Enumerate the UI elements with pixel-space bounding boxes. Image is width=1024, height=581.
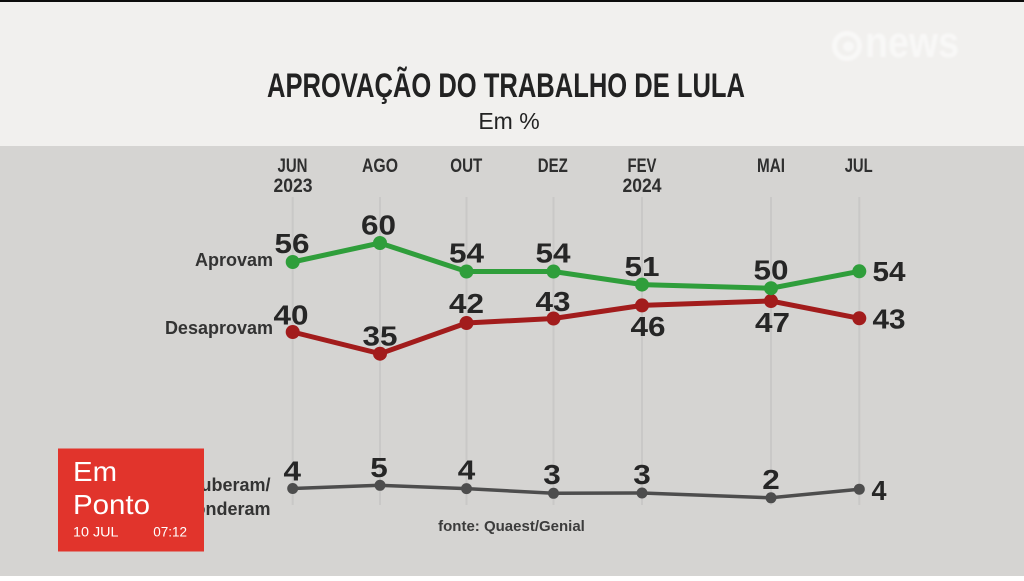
svg-text:2: 2 [762, 464, 780, 495]
svg-text:50: 50 [754, 255, 789, 286]
svg-text:Ponto: Ponto [73, 489, 150, 520]
svg-text:4: 4 [284, 455, 302, 486]
svg-text:JUL: JUL [845, 156, 873, 177]
svg-text:4: 4 [458, 455, 476, 486]
svg-text:Em: Em [73, 456, 117, 487]
svg-text:Em %: Em % [478, 108, 539, 134]
svg-text:FEV: FEV [628, 156, 657, 177]
svg-text:Desaprovam: Desaprovam [165, 318, 273, 338]
svg-text:JUN: JUN [278, 156, 308, 177]
svg-text:47: 47 [755, 307, 790, 338]
svg-text:35: 35 [363, 321, 398, 352]
svg-text:4: 4 [872, 475, 887, 506]
svg-text:43: 43 [536, 286, 571, 317]
svg-text:3: 3 [633, 459, 651, 490]
svg-text:5: 5 [370, 452, 388, 483]
svg-text:54: 54 [536, 238, 571, 269]
svg-text:fonte: Quaest/Genial: fonte: Quaest/Genial [438, 518, 585, 535]
svg-text:Aprovam: Aprovam [195, 250, 273, 270]
svg-text:OUT: OUT [450, 156, 482, 177]
svg-text:AGO: AGO [362, 156, 398, 177]
svg-text:07:12: 07:12 [153, 525, 187, 540]
svg-text:54: 54 [873, 256, 906, 287]
svg-text:51: 51 [625, 251, 660, 282]
svg-text:news: news [865, 18, 959, 67]
svg-text:46: 46 [631, 311, 666, 342]
svg-text:42: 42 [449, 288, 484, 319]
svg-text:APROVAÇÃO DO TRABALHO DE LULA: APROVAÇÃO DO TRABALHO DE LULA [267, 67, 745, 105]
svg-text:10 JUL: 10 JUL [73, 525, 119, 540]
svg-text:3: 3 [543, 459, 561, 490]
svg-text:MAI: MAI [757, 156, 785, 177]
svg-text:43: 43 [873, 304, 906, 335]
svg-text:60: 60 [361, 210, 396, 241]
svg-text:DEZ: DEZ [538, 156, 568, 177]
svg-text:2024: 2024 [623, 176, 662, 197]
svg-text:56: 56 [275, 228, 310, 259]
svg-text:2023: 2023 [274, 176, 313, 197]
svg-text:54: 54 [449, 238, 484, 269]
svg-text:40: 40 [274, 300, 309, 331]
